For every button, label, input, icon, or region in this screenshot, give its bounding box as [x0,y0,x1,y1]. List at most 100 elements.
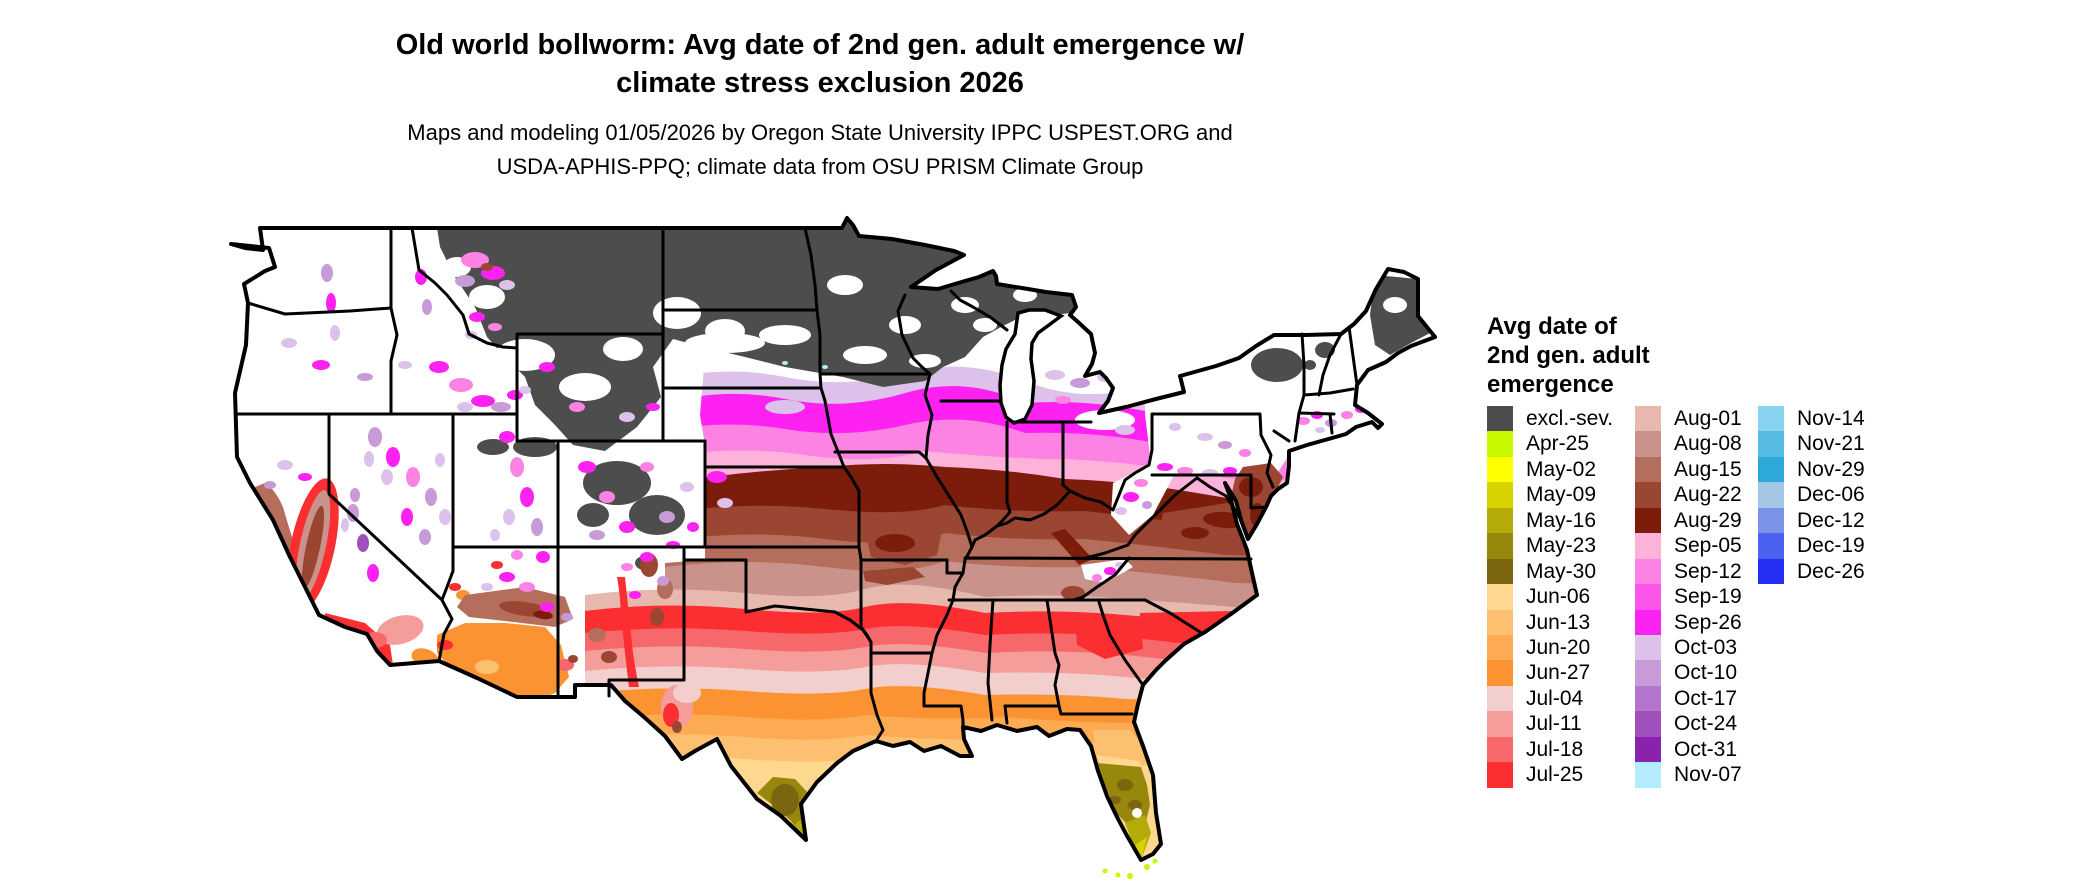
legend-entry: Sep-12 [1635,558,1742,585]
map-patch [1315,427,1325,433]
legend-entry: Jun-13 [1487,609,1613,635]
map-patch [1075,410,1135,430]
map-patch [491,402,511,412]
legend-label: May-09 [1526,483,1597,507]
map-patch [1181,527,1209,539]
map-patch [1197,433,1213,441]
map-patch [312,360,330,370]
legend-swatch [1635,634,1661,661]
map-patch [401,508,413,526]
map-patch [507,390,523,400]
map-patch [381,469,393,485]
map-patch [533,610,553,620]
map-patch [281,338,297,348]
map-patch [449,583,461,591]
map-region [585,756,1435,860]
map-patch [601,651,617,663]
map-patch [875,534,915,552]
legend-label: excl.-sev. [1526,407,1614,430]
legend-label: Apr-25 [1526,432,1590,456]
legend-swatch [1487,584,1513,610]
legend-entry: Jul-11 [1487,711,1613,737]
map-patch [765,400,805,414]
map-patch [471,395,495,407]
legend-label: Nov-29 [1797,457,1865,481]
map-patch [603,337,643,361]
legend-entry: May-30 [1487,558,1613,585]
map-patch [640,552,654,562]
legend-label: Oct-03 [1674,635,1738,659]
map-patch [589,530,605,540]
map-patch [406,467,420,487]
map-patch [1177,467,1193,475]
lake-okeechobee [1132,808,1142,818]
legend-entry: Jun-20 [1487,634,1613,661]
map-patch [321,264,333,282]
state-borders [235,226,1359,743]
map-patch [376,615,424,645]
legend-swatch [1635,533,1661,559]
legend-label: Sep-19 [1674,585,1742,609]
legend-swatch [1635,507,1661,534]
legend-entry: Oct-31 [1635,736,1742,763]
map-patch [481,583,493,591]
map-patch [469,312,485,322]
legend-entry: Oct-24 [1635,711,1742,737]
map-patch [657,576,669,586]
legend-swatch [1758,406,1784,432]
map-patch [341,639,369,651]
map-patch [640,462,654,472]
map-patch [827,275,863,295]
map-patch [1035,329,1115,357]
legend-label: Sep-05 [1674,534,1742,558]
legend-label: Sep-12 [1674,559,1742,583]
legend-swatch [1635,736,1661,763]
legend-swatch [1635,609,1661,635]
map-patch [437,640,453,650]
map-region [1051,529,1093,565]
map-patch [707,471,727,483]
map-region [1370,275,1430,355]
legend-label: Jul-11 [1526,712,1582,736]
map-patch [519,582,535,592]
map-patch [531,518,543,536]
legend-swatch [1487,482,1513,508]
map-patch [475,660,499,674]
legend-swatch [1487,660,1513,686]
map-patch [685,333,765,353]
map-patch [491,561,503,569]
map-patch [422,299,432,315]
map-patch [1169,423,1181,431]
legend-entry: Jun-06 [1487,584,1613,610]
map-patch [469,285,505,309]
map-patch [1223,467,1237,475]
legend-swatch [1635,584,1661,610]
legend-entry: Jun-27 [1487,660,1613,686]
map-patch [341,518,349,532]
legend-swatch [1487,609,1513,635]
map-patch [490,529,500,541]
legend-swatch [1487,634,1513,661]
map-patch [599,491,615,503]
legend-entry: excl.-sev. [1487,406,1614,432]
legend-entry: Aug-22 [1635,482,1742,508]
legend-entry: Oct-17 [1635,685,1742,712]
map-patch [503,509,515,525]
legend-entry: Aug-01 [1635,406,1742,432]
map-patch [488,323,502,331]
legend-entry: Oct-10 [1635,660,1742,686]
lake-michigan [998,308,1065,425]
map-patch [1142,501,1152,509]
map-patch [367,564,379,582]
map-patch [481,263,493,271]
map-patch [619,412,635,422]
legend-entry: Sep-05 [1635,533,1742,559]
legend-entry: Dec-12 [1758,507,1865,534]
legend-column-3: Nov-14 Nov-21 Nov-29 Dec-06 Dec-12 Dec-19 Dec-… [1758,406,1865,585]
legend-swatch [1635,660,1661,686]
map-patch [301,505,325,589]
map-patch [368,427,382,447]
map-subtitle-line2: USDA-APHIS-PPQ; climate data from OSU PR… [496,154,1144,179]
map-patch [578,461,596,473]
legend-swatch [1635,711,1661,737]
